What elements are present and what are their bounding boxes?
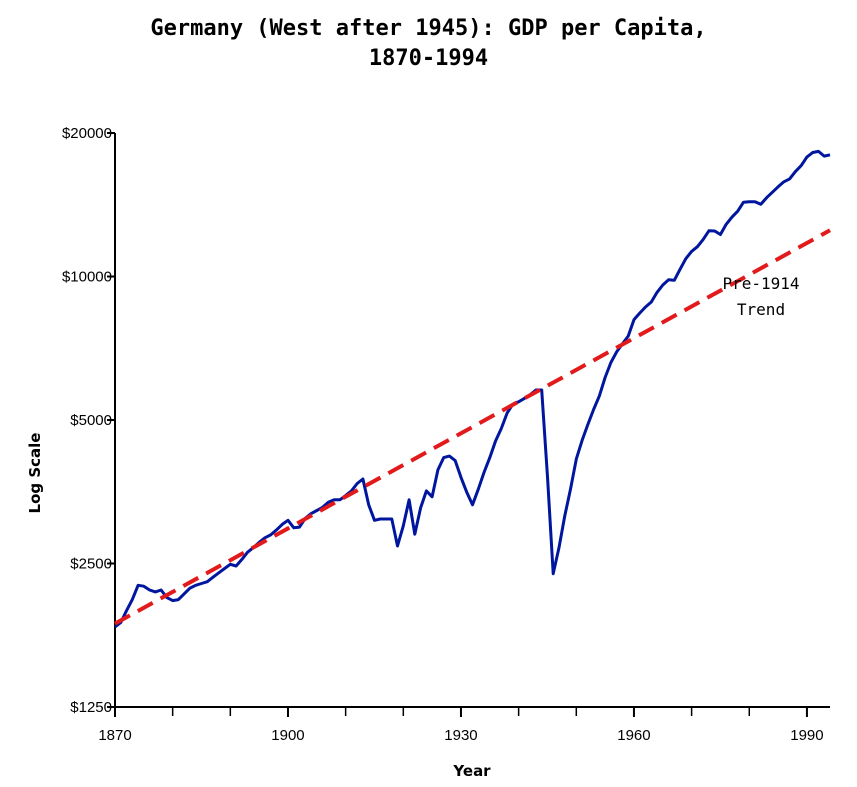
chart-title-line-1: Germany (West after 1945): GDP per Capit… [150,16,707,41]
annotation-line-1: Pre-1914 [722,274,799,293]
y-axis-title: Log Scale [26,433,44,514]
y-tick-label-10000: $10000 [62,269,112,286]
ticks: 1870 1900 1930 1960 1990 $1250 $2500 $5000 $1000… [62,125,824,744]
x-tick-label-1990: 1990 [790,727,823,744]
x-tick-label-1870: 1870 [98,727,131,744]
x-axis-title: Year [452,762,491,780]
trend-line [114,228,831,626]
y-tick-label-5000: $5000 [70,412,112,429]
series [114,149,831,629]
x-tick-label-1960: 1960 [617,727,650,744]
y-tick-label-20000: $20000 [62,125,112,142]
annotation-line-2: Trend [737,300,785,319]
gdp-line [114,149,831,629]
x-tick-label-1930: 1930 [444,727,477,744]
axes [114,133,830,708]
y-tick-label-1250: $1250 [70,699,112,716]
x-tick-label-1900: 1900 [271,727,304,744]
chart-title-line-2: 1870-1994 [368,46,489,71]
y-tick-label-2500: $2500 [70,556,112,573]
chart-title: Germany (West after 1945): GDP per Capit… [0,14,857,74]
